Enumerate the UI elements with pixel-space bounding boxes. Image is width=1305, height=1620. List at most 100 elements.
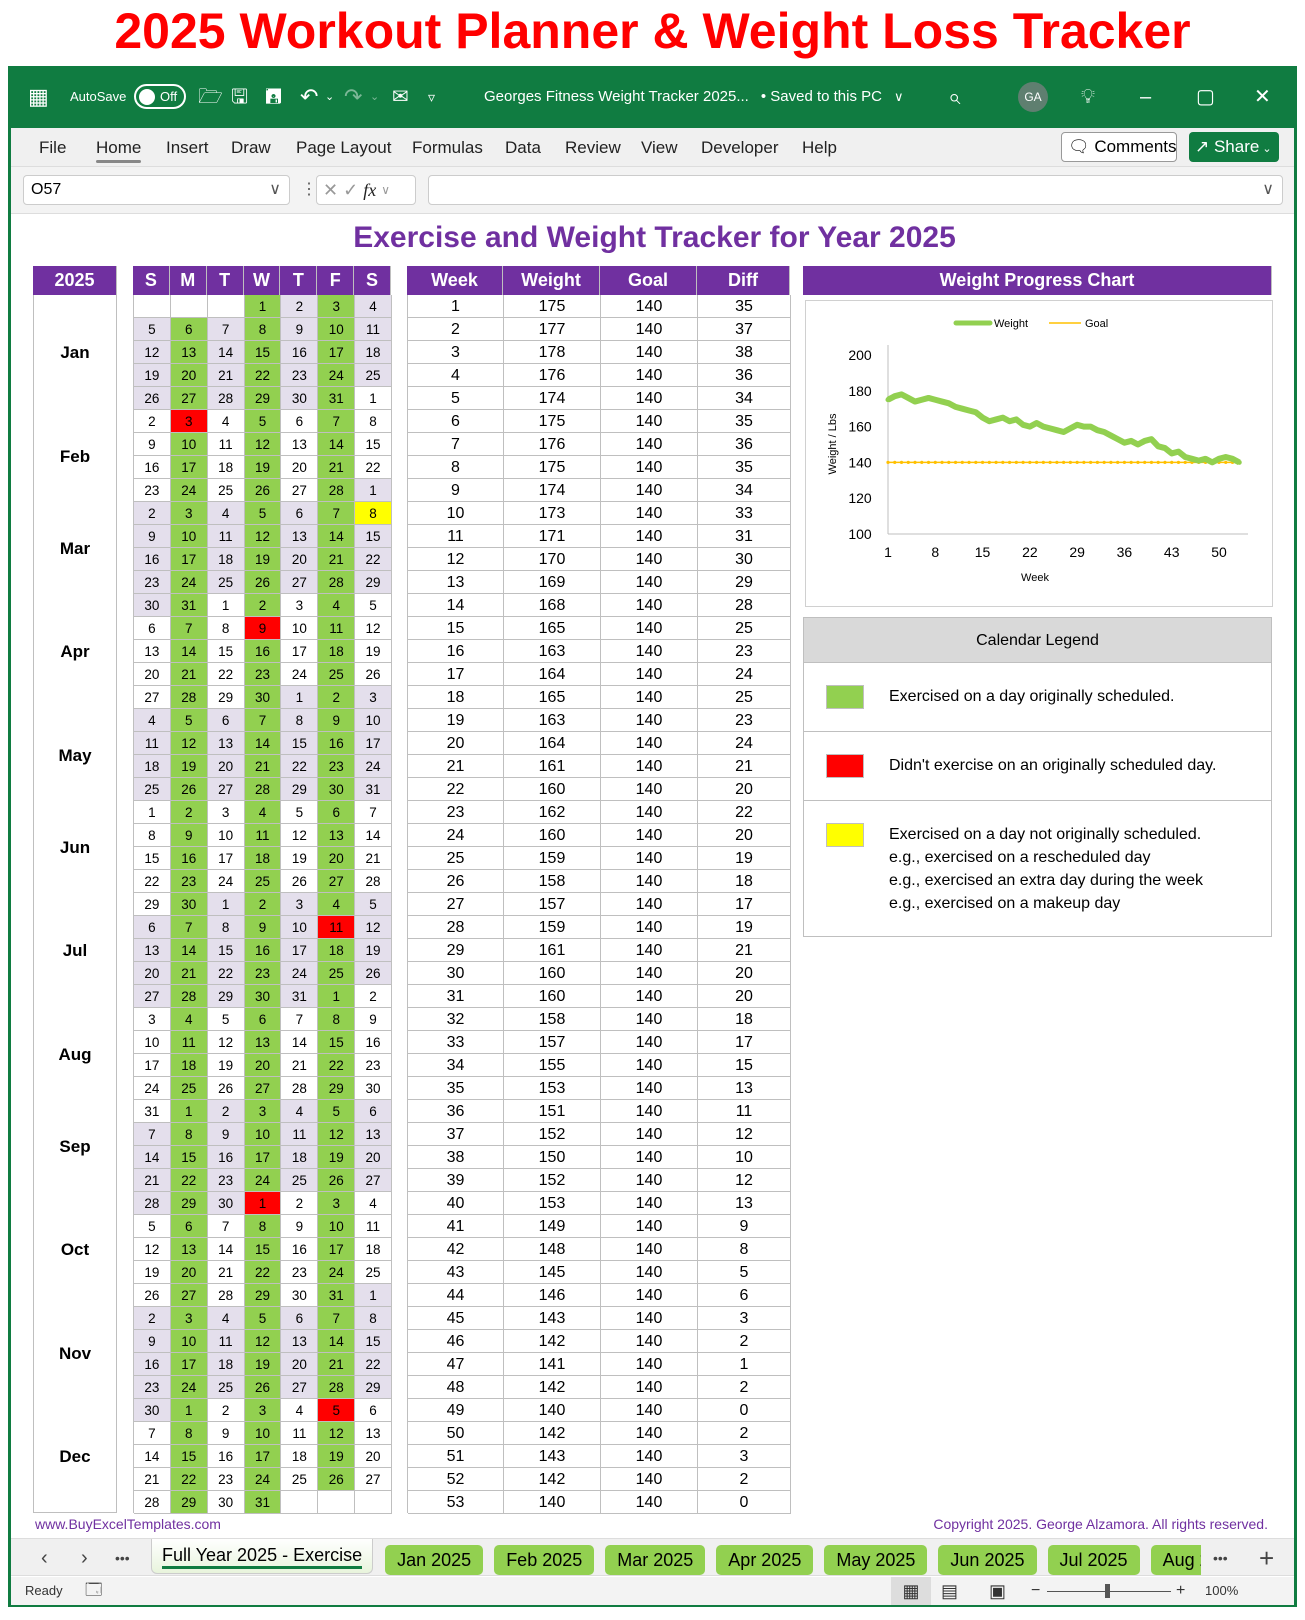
day-cell[interactable]: 13 (281, 525, 319, 548)
day-cell[interactable]: 19 (244, 548, 282, 571)
day-cell[interactable]: 5 (355, 893, 392, 916)
diff-cell[interactable]: 10 (698, 1146, 791, 1169)
day-cell[interactable]: 19 (244, 1353, 282, 1376)
day-cell[interactable]: 7 (244, 709, 282, 732)
day-cell[interactable]: 16 (170, 847, 208, 870)
weight-cell[interactable]: 171 (504, 525, 601, 548)
goal-cell[interactable]: 140 (601, 1284, 698, 1307)
day-cell[interactable]: 14 (170, 640, 208, 663)
diff-cell[interactable]: 8 (698, 1238, 791, 1261)
day-cell[interactable]: 25 (355, 1261, 392, 1284)
day-cell[interactable]: 28 (318, 479, 356, 502)
goal-cell[interactable]: 140 (601, 870, 698, 893)
day-cell[interactable]: 22 (355, 548, 392, 571)
weight-cell[interactable]: 169 (504, 571, 601, 594)
day-cell[interactable]: 12 (318, 1123, 356, 1146)
weight-cell[interactable]: 164 (504, 732, 601, 755)
diff-cell[interactable]: 20 (698, 778, 791, 801)
goal-cell[interactable]: 140 (601, 387, 698, 410)
day-cell[interactable]: 20 (281, 456, 319, 479)
day-cell[interactable]: 16 (281, 1238, 319, 1261)
diff-cell[interactable]: 24 (698, 663, 791, 686)
day-cell[interactable]: 31 (134, 1100, 171, 1123)
day-cell[interactable]: 6 (318, 801, 356, 824)
week-cell[interactable]: 10 (408, 502, 504, 525)
undo-icon[interactable]: ↶ (300, 84, 319, 109)
day-cell[interactable]: 5 (318, 1100, 356, 1123)
day-cell[interactable]: 2 (244, 893, 282, 916)
week-cell[interactable]: 23 (408, 801, 504, 824)
day-cell[interactable]: 11 (318, 617, 356, 640)
day-cell[interactable]: 4 (281, 1399, 319, 1422)
diff-cell[interactable]: 3 (698, 1445, 791, 1468)
day-cell[interactable]: 26 (318, 1468, 356, 1491)
weight-cell[interactable]: 143 (504, 1307, 601, 1330)
day-cell[interactable]: 4 (207, 1307, 245, 1330)
day-cell[interactable]: 30 (134, 594, 171, 617)
day-cell[interactable]: 6 (355, 1399, 392, 1422)
day-cell[interactable]: 29 (244, 1284, 282, 1307)
day-cell[interactable]: 29 (355, 1376, 392, 1399)
diff-cell[interactable]: 24 (698, 732, 791, 755)
customize-toolbar-icon[interactable]: ▿ (428, 89, 436, 105)
goal-cell[interactable]: 140 (601, 824, 698, 847)
weight-cell[interactable]: 160 (504, 985, 601, 1008)
day-cell[interactable]: 18 (207, 1353, 245, 1376)
menu-page-layout[interactable]: Page Layout (296, 138, 392, 157)
diff-cell[interactable]: 9 (698, 1215, 791, 1238)
day-cell[interactable]: 21 (318, 456, 356, 479)
week-cell[interactable]: 40 (408, 1192, 504, 1215)
weight-cell[interactable]: 174 (504, 387, 601, 410)
day-cell[interactable]: 26 (244, 479, 282, 502)
day-cell[interactable]: 17 (207, 847, 245, 870)
empty-day-cell[interactable] (207, 295, 245, 318)
diff-cell[interactable]: 21 (698, 755, 791, 778)
weight-cell[interactable]: 140 (504, 1491, 601, 1514)
week-cell[interactable]: 3 (408, 341, 504, 364)
goal-cell[interactable]: 140 (601, 709, 698, 732)
day-cell[interactable]: 29 (244, 387, 282, 410)
weight-cell[interactable]: 155 (504, 1054, 601, 1077)
day-cell[interactable]: 13 (355, 1422, 392, 1445)
day-cell[interactable]: 27 (281, 571, 319, 594)
day-cell[interactable]: 2 (207, 1100, 245, 1123)
day-cell[interactable]: 27 (355, 1468, 392, 1491)
goal-cell[interactable]: 140 (601, 893, 698, 916)
day-cell[interactable]: 6 (281, 502, 319, 525)
goal-cell[interactable]: 140 (601, 1238, 698, 1261)
day-cell[interactable]: 18 (207, 548, 245, 571)
weight-cell[interactable]: 177 (504, 318, 601, 341)
week-cell[interactable]: 24 (408, 824, 504, 847)
goal-cell[interactable]: 140 (601, 318, 698, 341)
day-cell[interactable]: 10 (244, 1123, 282, 1146)
day-cell[interactable]: 13 (134, 939, 171, 962)
day-cell[interactable]: 5 (281, 801, 319, 824)
chevron-down-icon[interactable]: ∨ (381, 183, 390, 197)
day-cell[interactable]: 19 (318, 1146, 356, 1169)
day-cell[interactable]: 6 (207, 709, 245, 732)
day-cell[interactable]: 26 (244, 571, 282, 594)
day-cell[interactable]: 15 (355, 1330, 392, 1353)
goal-cell[interactable]: 140 (601, 1261, 698, 1284)
day-cell[interactable]: 26 (207, 1077, 245, 1100)
day-cell[interactable]: 23 (244, 962, 282, 985)
day-cell[interactable]: 12 (207, 1031, 245, 1054)
weight-cell[interactable]: 153 (504, 1077, 601, 1100)
page-layout-view-icon[interactable]: ▤ (941, 1581, 959, 1601)
day-cell[interactable]: 27 (281, 479, 319, 502)
day-cell[interactable]: 15 (355, 433, 392, 456)
week-cell[interactable]: 17 (408, 663, 504, 686)
day-cell[interactable]: 11 (355, 318, 392, 341)
day-cell[interactable]: 4 (134, 709, 171, 732)
week-cell[interactable]: 41 (408, 1215, 504, 1238)
week-cell[interactable]: 22 (408, 778, 504, 801)
day-cell[interactable]: 10 (244, 1422, 282, 1445)
goal-cell[interactable]: 140 (601, 456, 698, 479)
day-cell[interactable]: 17 (244, 1445, 282, 1468)
day-cell[interactable]: 12 (281, 824, 319, 847)
weight-cell[interactable]: 152 (504, 1169, 601, 1192)
day-cell[interactable]: 25 (244, 870, 282, 893)
day-cell[interactable]: 24 (355, 755, 392, 778)
day-cell[interactable]: 13 (244, 1031, 282, 1054)
day-cell[interactable]: 29 (207, 985, 245, 1008)
